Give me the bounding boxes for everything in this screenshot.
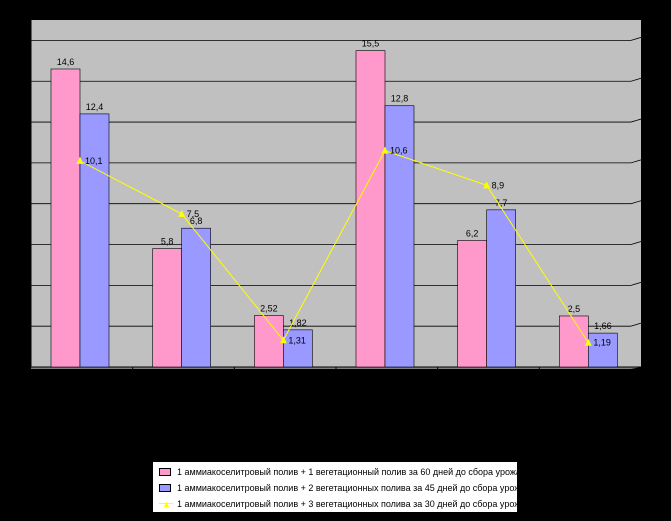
bar-series-2 xyxy=(486,209,516,368)
data-label-series-3: 7,5 xyxy=(187,209,200,219)
legend-line-swatch-icon: ▲ xyxy=(159,499,173,509)
gridline-depth xyxy=(630,159,642,164)
data-label-series-1: 5,8 xyxy=(161,237,174,247)
bar-series-2 xyxy=(588,332,618,368)
data-label-series-3: 10,1 xyxy=(85,156,103,166)
gridline-depth xyxy=(630,241,642,245)
line-marker xyxy=(279,336,287,344)
data-label-series-1: 6,2 xyxy=(466,228,479,238)
data-label-series-1: 2,5 xyxy=(568,304,581,314)
bar-series-1 xyxy=(254,315,284,368)
data-label-series-1: 14,6 xyxy=(57,57,75,67)
line-marker xyxy=(483,181,491,189)
bar-series-2 xyxy=(79,113,110,368)
line-marker xyxy=(381,146,389,154)
legend-label-series-3: 1 аммиакоселитровый полив + 3 вегетацион… xyxy=(177,499,531,509)
gridline-depth xyxy=(630,118,642,123)
bar-series-1 xyxy=(559,315,589,368)
plot-area xyxy=(31,20,641,367)
data-label-series-2: 12,8 xyxy=(391,94,409,104)
legend-swatch-blue xyxy=(159,484,171,492)
legend-label-series-1: 1 аммиакоселитровый полив + 1 вегетацион… xyxy=(177,467,526,477)
data-label-series-2: 7,7 xyxy=(495,198,508,208)
bar-series-2 xyxy=(181,227,211,368)
gridline-depth xyxy=(630,281,642,286)
gridline-depth xyxy=(630,322,642,327)
data-label-series-1: 15,5 xyxy=(362,39,380,49)
data-label-series-1: 2,52 xyxy=(260,304,278,314)
bar-series-1 xyxy=(355,50,386,368)
data-label-series-3: 8,9 xyxy=(492,180,505,190)
data-label-series-2: 1,82 xyxy=(289,318,307,328)
legend-item-series-2: 1 аммиакоселитровый полив + 2 вегетацион… xyxy=(159,481,530,495)
data-label-series-2: 1,66 xyxy=(594,321,612,331)
bar-series-1 xyxy=(152,248,182,368)
gridline-depth xyxy=(630,77,642,82)
data-label-series-2: 12,4 xyxy=(86,102,104,112)
bar-series-2 xyxy=(283,329,313,368)
legend-item-series-1: 1 аммиакоселитровый полив + 1 вегетацион… xyxy=(159,465,526,479)
data-label-series-2: 6,8 xyxy=(190,216,203,226)
legend-item-series-3: ▲ 1 аммиакоселитровый полив + 3 вегетаци… xyxy=(159,497,530,511)
line-marker xyxy=(584,338,592,346)
legend-swatch-pink xyxy=(159,468,171,476)
data-label-series-3: 1,31 xyxy=(288,335,306,345)
bar-series-1 xyxy=(50,68,81,368)
legend-label-series-2: 1 аммиакоселитровый полив + 2 вегетацион… xyxy=(177,483,531,493)
data-label-series-3: 10,6 xyxy=(390,146,408,156)
line-marker xyxy=(76,156,84,164)
data-label-series-3: 1,19 xyxy=(593,338,611,348)
gridline-depth xyxy=(630,37,642,41)
line-marker xyxy=(178,209,186,217)
bar-series-1 xyxy=(457,240,487,368)
gridline-depth xyxy=(630,200,642,205)
bar-series-2 xyxy=(384,105,415,368)
line-series-3 xyxy=(79,150,589,343)
legend: 1 аммиакоселитровый полив + 1 вегетацион… xyxy=(152,461,530,513)
